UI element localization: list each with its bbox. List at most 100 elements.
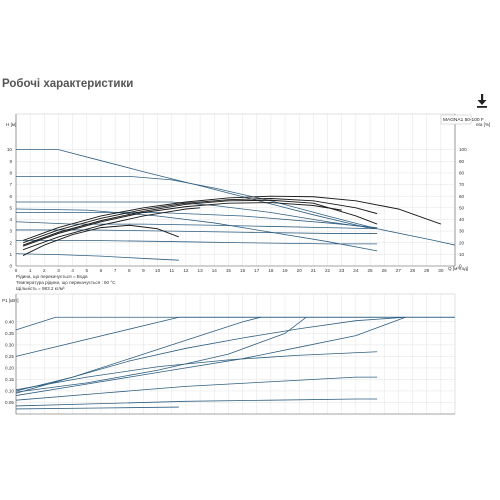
title-box [440,114,472,125]
power-curve [15,316,455,357]
efficiency-curve [22,195,441,241]
power-chart: 0.05 0.10 0.15 0.20 0.25 0.30 0.35 0.40 P1 [кВт… [2,293,456,415]
fluid-info-line: Щільність = 983.2 кг/м³ [16,286,65,292]
x-tick-label: 12 [183,268,189,273]
efficiency-curve [22,207,201,251]
power-curve [15,316,307,393]
x-tick-label: 3 [57,268,60,273]
y-tick-label: 0.15 [5,377,14,382]
x-tick-label: 19 [283,268,289,273]
y-tick-label: 0.35 [5,331,14,336]
x-tick-label: 17 [254,268,260,273]
x-tick-label: 20 [297,268,303,273]
y-tick-label: 1 [9,252,12,257]
y2-tick-label: 40 [459,217,465,222]
fluid-info: Рідина, що перекачується = Вода Температ… [16,274,116,292]
head-axis-label: H [м] [6,122,16,127]
bottom-axes: 0.05 0.10 0.15 0.20 0.25 0.30 0.35 0.40 [5,294,455,415]
y-tick-label: 0.10 [5,389,14,394]
y2-tick-label: 50 [459,205,465,210]
y-tick-label: 4 [9,217,12,222]
x-tick-label: 10 [155,268,161,273]
x-tick-label: 4 [71,268,74,273]
pump-curve [16,212,378,228]
y-tick-label: 9 [9,159,12,164]
power-curve [15,398,378,407]
x-tick-label: 9 [142,268,145,273]
power-curve [15,351,378,391]
efficiency-curve [22,202,342,247]
y-tick-label: 2 [9,240,12,245]
pump-curve [16,229,378,234]
bottom-grid [15,293,456,415]
y-tick-label: 3 [9,229,12,234]
x-tick-label: 14 [212,268,218,273]
eta-axis-label: eta [%] [476,122,490,127]
x-tick-label: 8 [128,268,131,273]
fluid-info-line: Температура рідини, що перекачується : 6… [16,280,116,286]
x-tick-label: 24 [353,268,359,273]
power-curve [15,316,262,392]
flow-axis-label: Q [м³/год] [448,266,468,271]
pump-curve [16,201,378,230]
efficiency-curve [22,224,180,256]
pump-curve [15,253,179,261]
x-tick-label: 21 [311,268,317,273]
y2-tick-label: 80 [459,171,465,176]
y-tick-label: 0.40 [5,319,14,324]
y2-tick-label: 20 [459,240,465,245]
x-tick-label: 27 [396,268,402,273]
x-tick-label: 13 [198,268,204,273]
x-tick-label: 28 [410,268,416,273]
y2-tick-label: 10 [459,252,465,257]
x-tick-label: 30 [438,268,444,273]
download-icon[interactable] [476,94,488,108]
y-tick-label: 0.25 [5,354,14,359]
top-axes: 0 1 2 3 4 5 6 7 8 9 10 11 12 13 14 15 16 17 18 19 20 21 22 23 24… [7,114,472,273]
x-tick-label: 25 [367,268,373,273]
x-tick-label: 1 [29,268,32,273]
x-tick-label: 15 [226,268,232,273]
y2-tick-label: 0 [459,264,462,269]
y2-tick-label: 90 [459,159,465,164]
x-tick-label: 7 [114,268,117,273]
y-tick-label: 5 [9,205,12,210]
top-curves [15,149,456,261]
y-tick-label: 8 [9,171,12,176]
page-title: Робочі характеристики [2,78,134,90]
x-tick-label: 22 [325,268,331,273]
pump-curve [15,221,456,246]
y-tick-label: 0.05 [5,400,14,405]
y-tick-label: 10 [7,147,13,152]
plot-frame [15,113,456,267]
x-tick-label: 29 [424,268,430,273]
power-axis-label: P1 [кВт] [2,298,18,303]
x-tick-label: 16 [240,268,246,273]
pump-curve [15,208,378,252]
y2-tick-label: 30 [459,229,465,234]
head-efficiency-chart: 0 1 2 3 4 5 6 7 8 9 10 11 12 13 14 15 16 17 18 19 20 21 22 23 24… [6,113,490,273]
chart-title: MAGNA1 50-100 F [443,117,484,123]
x-tick-label: 6 [100,268,103,273]
y-tick-label: 0.20 [5,366,14,371]
x-tick-label: 2 [43,268,46,273]
efficiency-curve [22,198,378,244]
plot-frame [15,293,456,415]
x-tick-label: 18 [268,268,274,273]
x-tick-label: 11 [169,268,174,273]
x-tick-label: 0 [15,268,18,273]
power-curve [15,406,179,410]
pump-curve [16,176,378,230]
y-tick-label: 6 [9,194,12,199]
efficiency-curve [22,199,378,246]
y-tick-label: 0.30 [5,342,14,347]
x-tick-label: 26 [382,268,388,273]
fluid-info-line: Рідина, що перекачується = Вода [16,274,88,279]
y2-tick-label: 70 [459,182,465,187]
y2-tick-label: 60 [459,194,465,199]
bottom-curves [15,316,455,410]
power-curve [15,316,406,396]
top-grid [15,113,456,267]
y-tick-label: 0 [9,264,12,269]
y-tick-label: 7 [9,182,12,187]
